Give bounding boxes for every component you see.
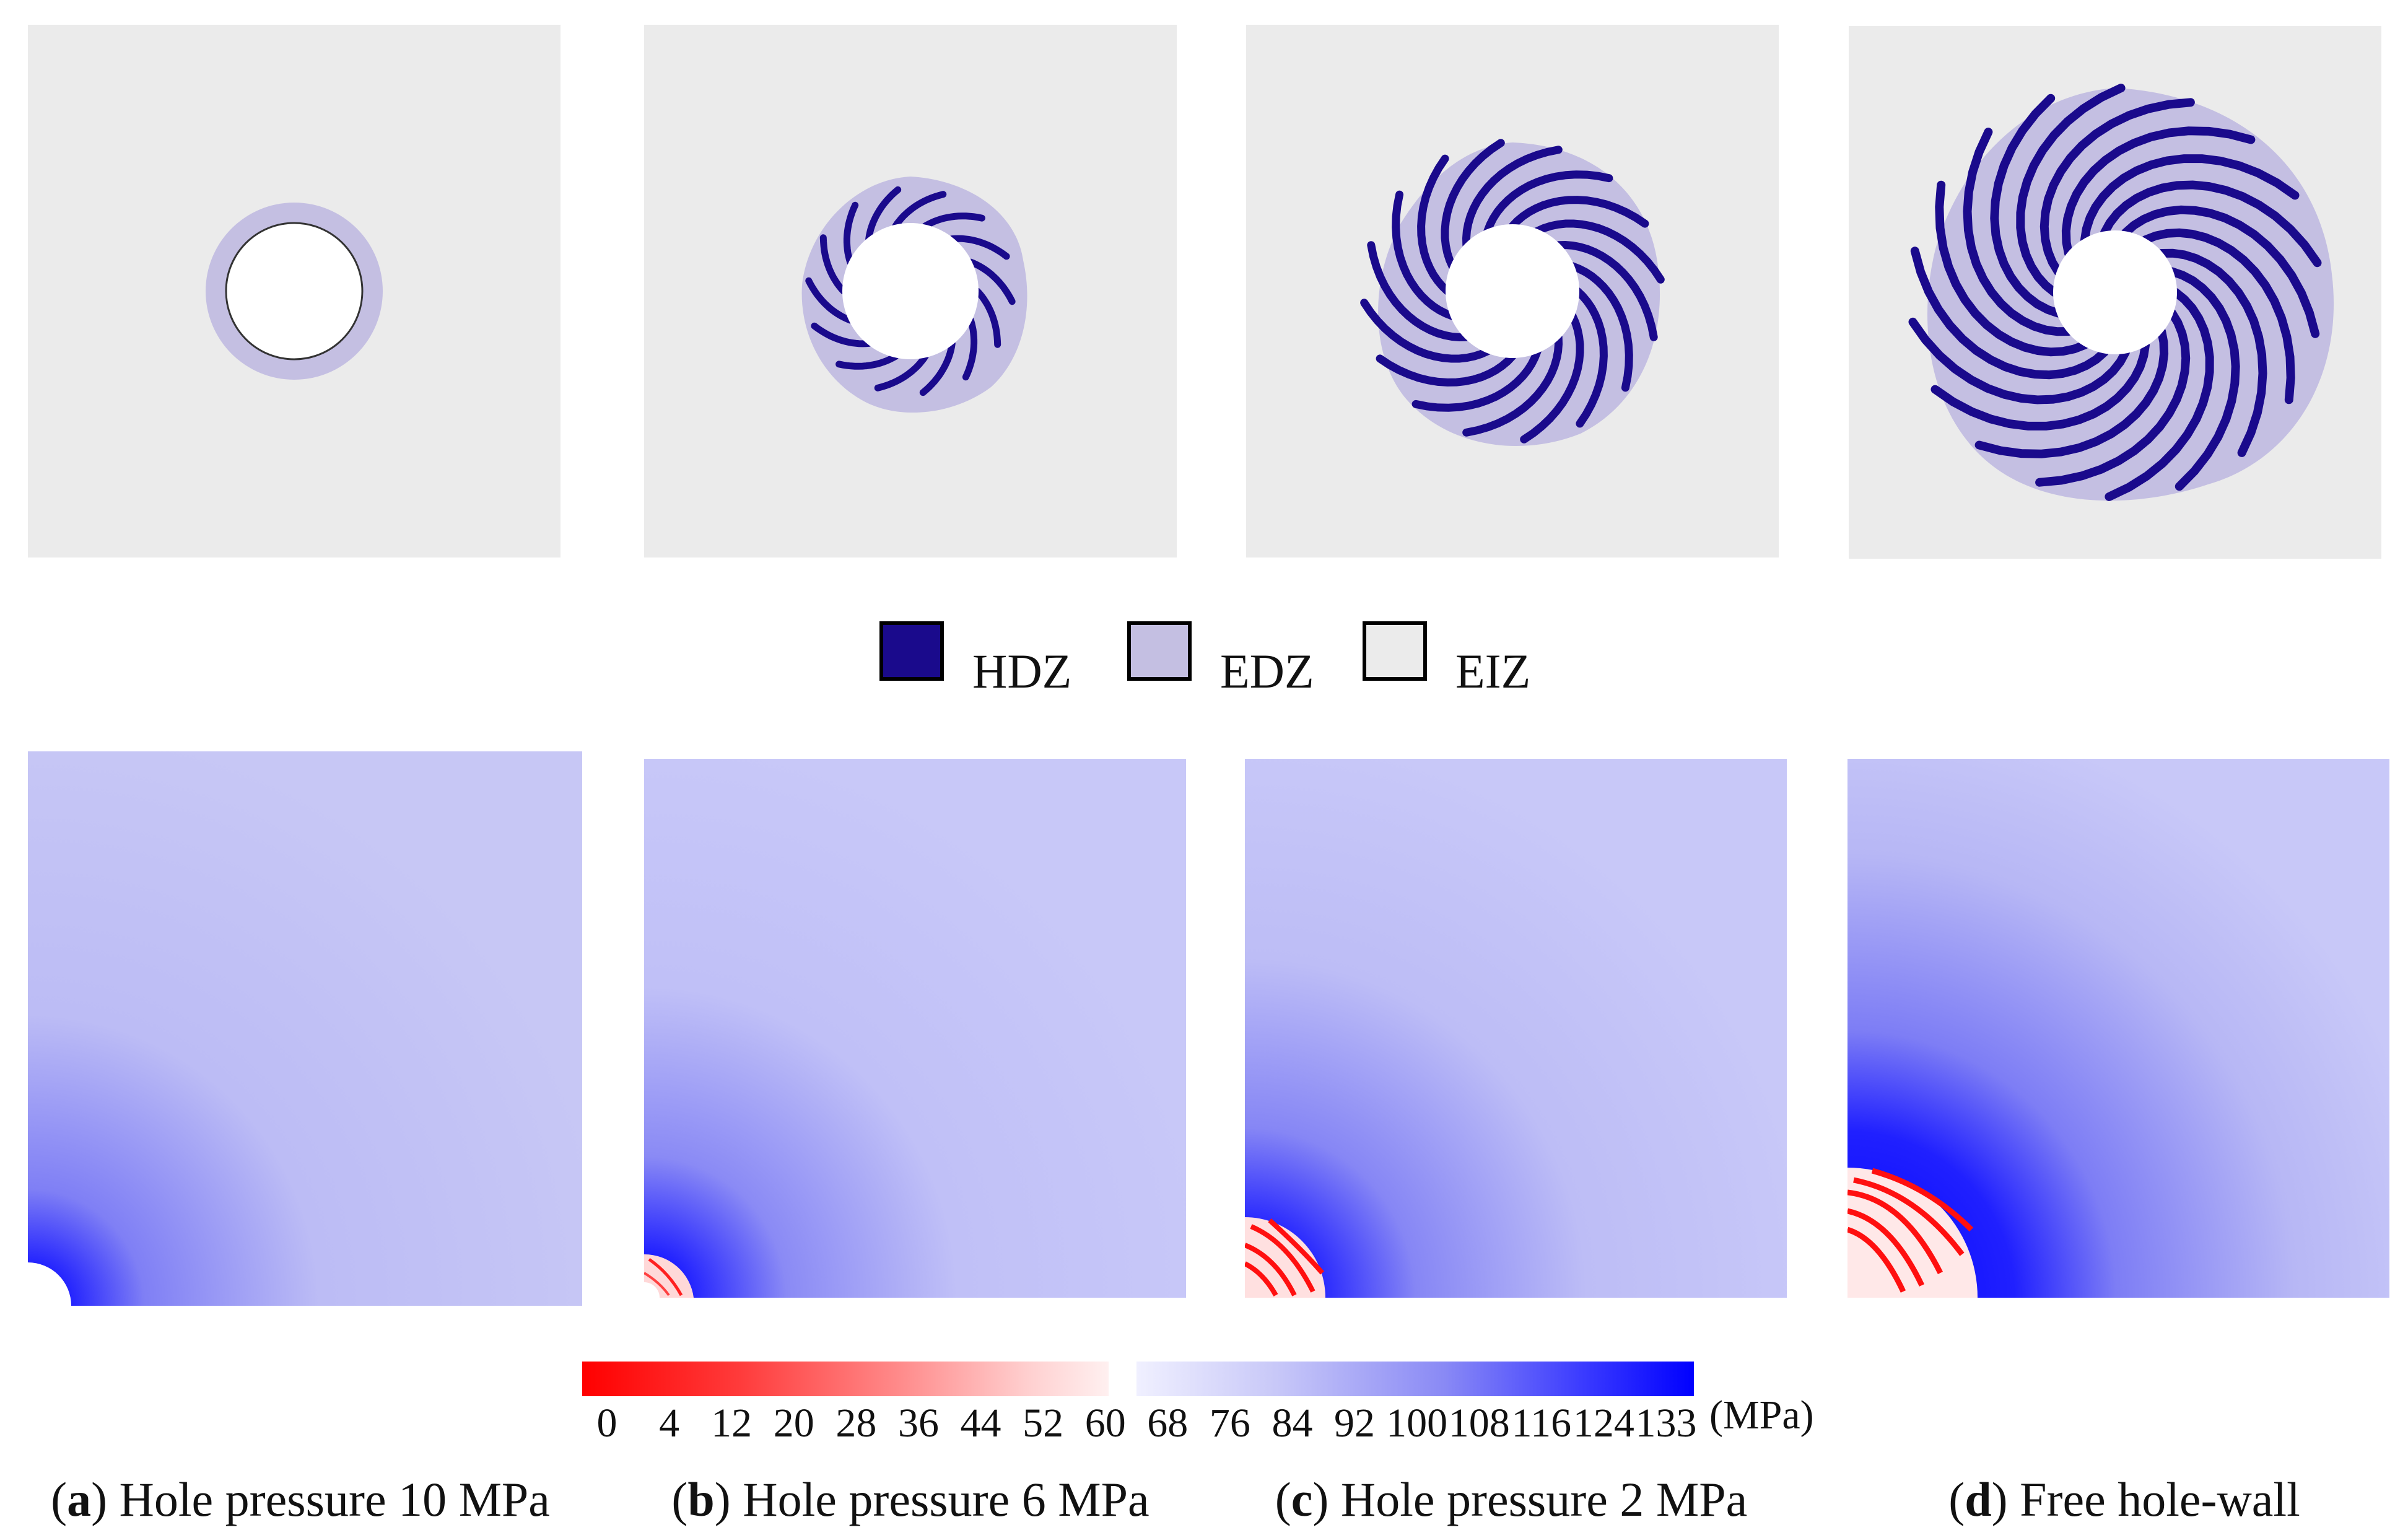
colorbar-tick: 20 <box>773 1401 814 1446</box>
colorbar-tick: 76 <box>1209 1401 1250 1446</box>
crack-line <box>919 339 956 396</box>
crack-line <box>1568 262 1633 392</box>
crack-line <box>1392 190 1457 320</box>
crack-line <box>1908 317 2130 404</box>
hdz-swatch <box>879 621 944 681</box>
crack-line <box>805 277 854 324</box>
damage-plot-c <box>1246 25 1779 557</box>
crack-line <box>1963 128 2073 336</box>
colorbar-tick: 84 <box>1272 1401 1313 1446</box>
eiz-label: EIZ <box>1455 644 1531 698</box>
damage-panel-a <box>28 25 561 557</box>
stress-plot-a <box>28 751 582 1306</box>
crack-line <box>922 212 985 230</box>
crack-line <box>2141 228 2295 404</box>
crack-line <box>2100 180 2322 268</box>
damage-plot-b <box>644 25 1177 557</box>
crack-line <box>819 234 847 295</box>
crack-line <box>1441 139 1505 271</box>
crack-line <box>1935 180 2089 357</box>
colorbar-tick: 108 <box>1448 1401 1510 1446</box>
colorbar-tick: 68 <box>1147 1401 1189 1446</box>
crack-line <box>1462 333 1563 437</box>
crack-line <box>892 191 947 230</box>
crack-line <box>1367 241 1471 342</box>
crack-line <box>843 201 859 266</box>
hdz-label: HDZ <box>972 644 1072 698</box>
crack-line <box>1411 347 1542 412</box>
edz-swatch <box>1127 621 1192 681</box>
crack-line <box>967 258 1016 305</box>
crack-line <box>1417 154 1452 295</box>
colorbar-tick: 92 <box>1334 1401 1376 1446</box>
stress-plot-c <box>1245 759 1787 1298</box>
crack-line <box>1990 94 2062 318</box>
colorbar-tick: 4 <box>659 1401 680 1446</box>
crack-line <box>2035 308 2191 487</box>
stress-panel-a <box>28 751 582 1306</box>
caption-b: (b) Hole pressure 6 MPa <box>671 1472 1149 1526</box>
edz-label: EDZ <box>1220 644 1314 698</box>
stress-panel-b <box>644 759 1186 1298</box>
colorbar-unit: (MPa) <box>1709 1392 1814 1438</box>
crack-line <box>1974 327 2169 458</box>
crack-line <box>2157 248 2267 457</box>
crack-line <box>874 352 929 391</box>
stress-plot-d <box>1847 759 2389 1298</box>
stress-panel-c <box>1245 759 1787 1298</box>
colorbar-blue-segment <box>1136 1362 1694 1396</box>
crack-line <box>2016 84 2126 297</box>
crack-line <box>948 235 1010 260</box>
crack-line <box>1508 196 1649 230</box>
crack-line <box>1930 340 2150 431</box>
crack-line <box>1376 352 1517 387</box>
colorbar-tick: 133 <box>1635 1401 1697 1446</box>
crack-line <box>865 186 902 243</box>
crack-line <box>1462 146 1563 250</box>
damage-panel-b <box>644 25 1177 557</box>
colorbar-tick: 124 <box>1573 1401 1634 1446</box>
colorbar-tick: 0 <box>596 1401 617 1446</box>
damage-panel-d <box>1849 26 2381 559</box>
caption-c: (c) Hole pressure 2 MPa <box>1275 1472 1748 1526</box>
crack-line <box>2121 205 2320 338</box>
crack-line <box>2061 126 2256 258</box>
colorbar-tick: 28 <box>835 1401 877 1446</box>
crack-line <box>974 287 1001 348</box>
colorbar-tick: 52 <box>1023 1401 1064 1446</box>
crack-line <box>1360 299 1492 363</box>
caption-a: (a) Hole pressure 10 MPa <box>51 1472 550 1526</box>
crack-line <box>1573 287 1608 428</box>
colorbar-tick: 12 <box>711 1401 752 1446</box>
colorbar-tick: 100 <box>1386 1401 1448 1446</box>
colorbar-tick: 44 <box>960 1401 1001 1446</box>
crack-line <box>2105 288 2214 501</box>
crack-line <box>2080 154 2300 245</box>
colorbar-tick: 36 <box>897 1401 939 1446</box>
damage-plot-a <box>28 25 561 557</box>
crack-line <box>835 352 899 370</box>
eiz-swatch <box>1363 621 1427 681</box>
damage-panel-c <box>1246 25 1779 557</box>
crack-line <box>2039 98 2195 276</box>
crack-line <box>1910 247 2109 380</box>
colorbar-red-segment <box>582 1362 1109 1396</box>
crack-line <box>962 317 978 381</box>
stress-panel-d <box>1847 759 2389 1298</box>
colorbar-tick: 60 <box>1084 1401 1126 1446</box>
crack-line <box>1520 312 1584 444</box>
crack-line <box>1483 170 1613 235</box>
crack-line <box>2168 267 2240 491</box>
crack-line <box>1554 240 1658 341</box>
crack-line <box>1533 219 1665 284</box>
crack-line <box>811 322 873 348</box>
stress-plot-b <box>644 759 1186 1298</box>
damage-plot-d <box>1849 26 2381 559</box>
colorbar-tick: 116 <box>1511 1401 1572 1446</box>
caption-d: (d) Free hole-wall <box>1948 1472 2300 1526</box>
